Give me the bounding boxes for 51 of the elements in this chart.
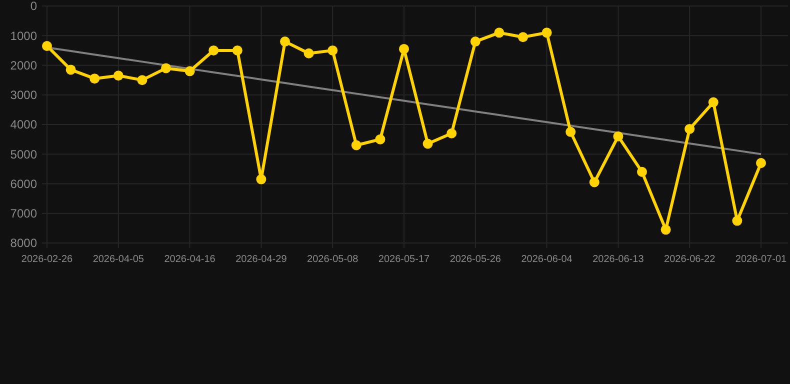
- point: [161, 63, 171, 74]
- x-tick-label: 2026-06-22: [664, 254, 716, 265]
- y-tick-label: 3000: [10, 88, 38, 102]
- point: [732, 216, 742, 226]
- x-tick-label: 2026-04-05: [92, 254, 144, 265]
- point: [208, 45, 219, 56]
- point: [542, 28, 552, 38]
- point: [494, 28, 504, 38]
- point: [42, 40, 52, 51]
- y-tick-label: 6000: [10, 176, 38, 191]
- x-tick-label: 2026-05-26: [450, 254, 502, 265]
- y-tick-label: 2000: [10, 58, 38, 72]
- x-tick-label: 2026-05-08: [307, 254, 359, 265]
- y-tick-label: 0: [30, 0, 38, 14]
- point: [518, 32, 528, 42]
- point: [708, 97, 718, 108]
- x-tick-label: 2026-02-26: [21, 254, 74, 265]
- point: [446, 128, 457, 138]
- point: [684, 124, 695, 134]
- point: [304, 48, 314, 58]
- point: [756, 158, 766, 168]
- point: [399, 44, 409, 54]
- point: [470, 36, 480, 47]
- point: [280, 36, 290, 47]
- point: [113, 70, 124, 81]
- point: [351, 140, 362, 150]
- point: [90, 74, 100, 84]
- x-tick-label: 2026-06-04: [521, 254, 573, 265]
- x-tick-label: 2026-04-29: [236, 254, 288, 265]
- y-tick-label: 8000: [10, 236, 38, 250]
- point: [137, 75, 148, 86]
- point: [256, 174, 266, 184]
- y-tick-label: 4000: [10, 118, 38, 132]
- point: [589, 177, 600, 188]
- x-tick-label: 2026-07-01: [735, 254, 788, 265]
- point: [184, 66, 195, 76]
- point: [375, 134, 386, 144]
- x-tick-label: 2026-04-16: [164, 254, 216, 265]
- point: [232, 45, 242, 56]
- x-tick-label: 2026-06-13: [592, 254, 644, 265]
- point: [613, 131, 624, 142]
- point: [422, 138, 433, 149]
- y-tick-label: 5000: [10, 147, 38, 162]
- point: [566, 126, 576, 137]
- x-tick-label: 2026-05-17: [378, 254, 430, 265]
- point: [660, 224, 671, 235]
- point: [637, 166, 647, 177]
- point: [66, 64, 76, 75]
- y-tick-label: 1000: [10, 28, 38, 43]
- point: [328, 45, 338, 56]
- y-tick-label: 7000: [10, 206, 38, 221]
